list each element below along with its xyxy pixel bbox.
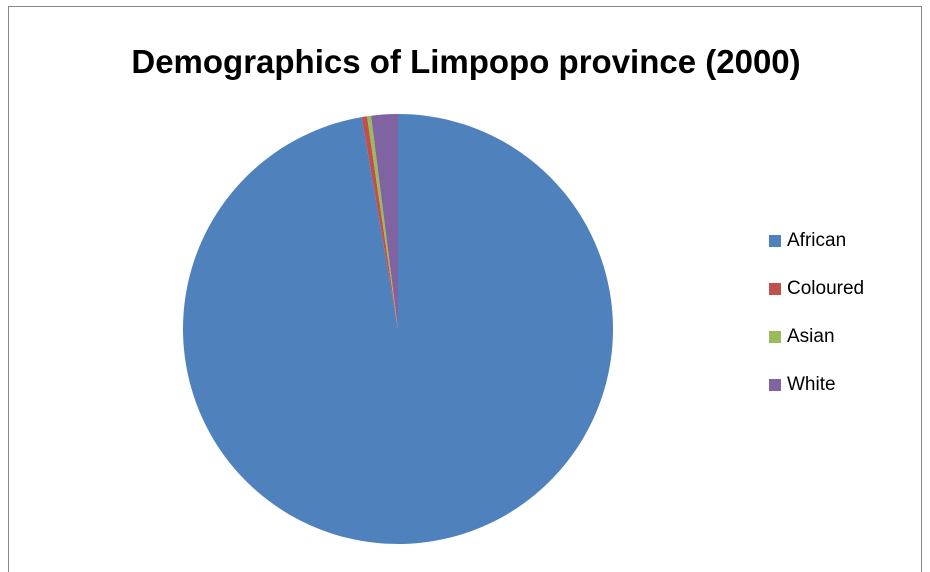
pie-slice-coloured xyxy=(361,116,398,329)
legend-item-white: White xyxy=(769,373,864,397)
legend-item-coloured: Coloured xyxy=(769,277,864,301)
pie-chart xyxy=(183,114,613,545)
legend-swatch xyxy=(769,283,781,295)
pie-slice-african xyxy=(183,114,613,545)
pie-slice-white xyxy=(371,114,398,329)
pie-slice-asian xyxy=(367,115,398,329)
legend-swatch xyxy=(769,379,781,391)
legend-label: Coloured xyxy=(787,278,865,299)
chart-title: Demographics of Limpopo province (2000) xyxy=(131,43,801,80)
legend-swatch xyxy=(769,331,781,343)
legend-item-african: African xyxy=(769,229,864,253)
legend-swatch xyxy=(769,235,781,247)
legend: African Coloured Asian White xyxy=(769,229,864,421)
legend-item-asian: Asian xyxy=(769,325,864,349)
legend-label: White xyxy=(787,374,836,395)
legend-label: African xyxy=(787,230,847,251)
chart-area: Demographics of Limpopo province (2000) … xyxy=(8,6,922,572)
legend-label: Asian xyxy=(787,326,835,347)
